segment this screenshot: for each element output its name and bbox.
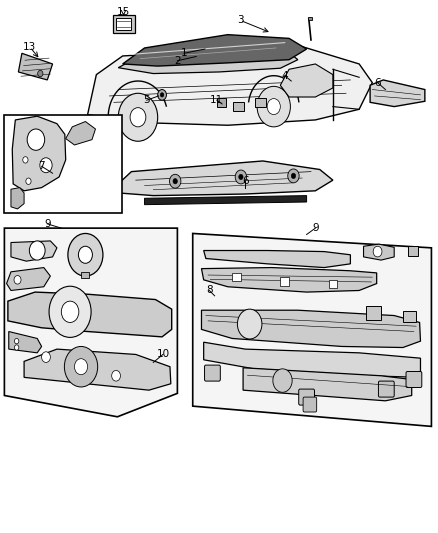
Circle shape <box>29 241 45 260</box>
Polygon shape <box>243 368 412 401</box>
Polygon shape <box>123 35 307 66</box>
Bar <box>408 246 418 256</box>
Text: 3: 3 <box>237 15 244 25</box>
Circle shape <box>14 338 19 344</box>
Circle shape <box>38 70 43 77</box>
Circle shape <box>49 286 91 337</box>
Polygon shape <box>145 196 307 205</box>
Circle shape <box>118 93 158 141</box>
Circle shape <box>239 174 243 180</box>
Text: 5: 5 <box>143 95 150 105</box>
Circle shape <box>170 174 181 188</box>
Circle shape <box>23 157 28 163</box>
Circle shape <box>112 370 120 381</box>
Circle shape <box>78 246 92 263</box>
Circle shape <box>257 86 290 127</box>
Polygon shape <box>11 241 57 261</box>
Text: 6: 6 <box>242 176 249 186</box>
Bar <box>233 102 244 111</box>
Text: 15: 15 <box>117 7 130 17</box>
Polygon shape <box>8 292 172 337</box>
Polygon shape <box>9 332 42 353</box>
Polygon shape <box>204 251 350 268</box>
Text: 10: 10 <box>156 350 170 359</box>
Text: 2: 2 <box>174 56 181 66</box>
Text: 8: 8 <box>206 286 213 295</box>
Circle shape <box>373 246 382 257</box>
Text: 4: 4 <box>281 71 288 80</box>
Circle shape <box>130 108 146 127</box>
Circle shape <box>160 93 164 97</box>
Polygon shape <box>18 53 53 80</box>
FancyBboxPatch shape <box>406 372 422 387</box>
Polygon shape <box>118 45 298 74</box>
Text: 1: 1 <box>180 49 187 58</box>
Polygon shape <box>118 161 333 196</box>
Polygon shape <box>12 116 66 191</box>
Bar <box>232 273 241 281</box>
Bar <box>255 98 266 107</box>
Polygon shape <box>7 268 50 290</box>
Polygon shape <box>204 342 420 377</box>
Circle shape <box>237 309 262 339</box>
Circle shape <box>68 233 103 276</box>
Circle shape <box>27 129 45 150</box>
Polygon shape <box>11 188 24 209</box>
Circle shape <box>40 158 52 173</box>
FancyBboxPatch shape <box>205 365 220 381</box>
Circle shape <box>64 346 98 387</box>
Circle shape <box>273 369 292 392</box>
Polygon shape <box>66 122 95 145</box>
Polygon shape <box>193 233 431 426</box>
Circle shape <box>288 169 299 183</box>
Circle shape <box>235 170 247 184</box>
Polygon shape <box>370 80 425 107</box>
Circle shape <box>14 276 21 284</box>
Bar <box>217 98 226 107</box>
Bar <box>366 306 381 320</box>
Polygon shape <box>201 268 377 292</box>
Text: 13: 13 <box>23 42 36 52</box>
Circle shape <box>74 359 88 375</box>
Circle shape <box>158 90 166 100</box>
Polygon shape <box>116 18 131 30</box>
Bar <box>280 277 289 286</box>
Bar <box>403 311 416 322</box>
FancyBboxPatch shape <box>303 397 317 412</box>
Polygon shape <box>280 64 333 97</box>
Circle shape <box>267 99 280 115</box>
Text: 6: 6 <box>374 78 381 87</box>
Text: 7: 7 <box>38 161 45 171</box>
Circle shape <box>61 301 79 322</box>
Polygon shape <box>113 15 135 33</box>
Circle shape <box>26 178 31 184</box>
Text: 11: 11 <box>210 95 223 105</box>
Polygon shape <box>88 45 372 125</box>
FancyBboxPatch shape <box>299 389 314 405</box>
Polygon shape <box>24 349 171 390</box>
Circle shape <box>291 173 296 179</box>
Polygon shape <box>364 244 394 260</box>
Bar <box>328 280 337 288</box>
Circle shape <box>14 345 19 350</box>
Circle shape <box>173 179 177 184</box>
Polygon shape <box>4 228 177 417</box>
Polygon shape <box>201 310 420 348</box>
Bar <box>81 272 89 278</box>
Text: 9: 9 <box>44 219 51 229</box>
Bar <box>308 17 312 20</box>
Circle shape <box>42 352 50 362</box>
Bar <box>4 115 122 213</box>
Text: 9: 9 <box>312 223 319 233</box>
FancyBboxPatch shape <box>378 381 394 397</box>
